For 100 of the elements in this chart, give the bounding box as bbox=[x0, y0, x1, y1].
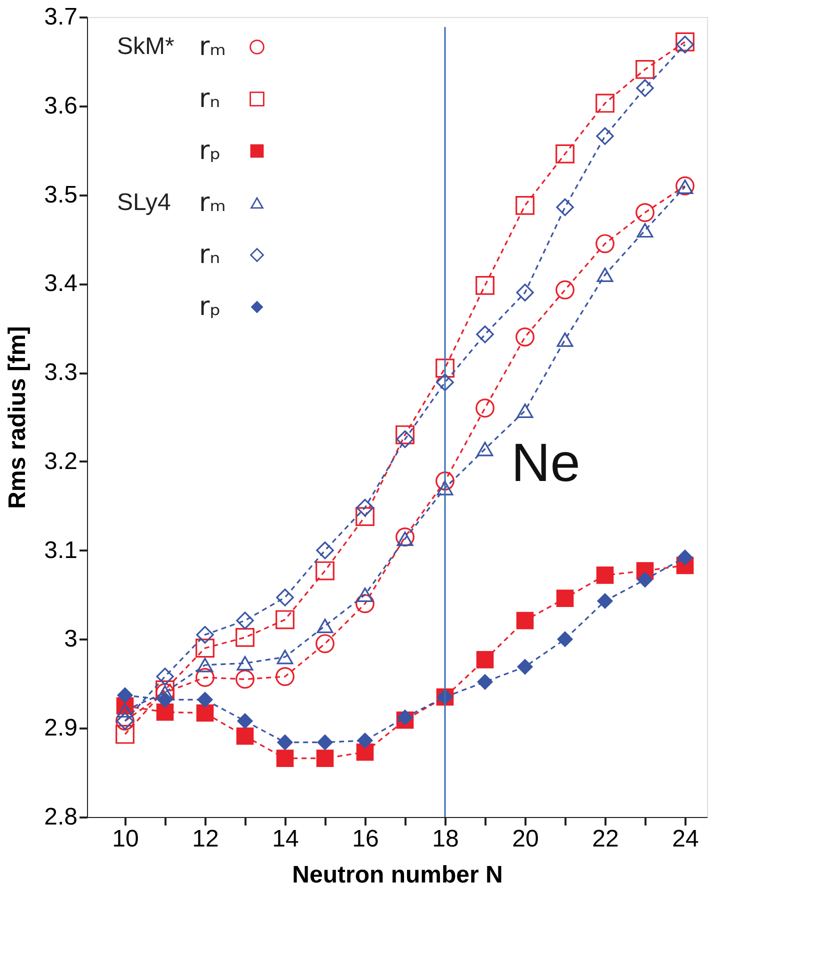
x-tick-label: 18 bbox=[432, 826, 459, 852]
point bbox=[516, 284, 534, 302]
point bbox=[276, 650, 294, 664]
point bbox=[436, 373, 454, 392]
x-tick-label: 24 bbox=[672, 826, 699, 852]
y-tick-label: 2.9 bbox=[44, 714, 78, 742]
legend-label: rₙ bbox=[199, 240, 220, 270]
point bbox=[516, 658, 534, 675]
annotation: Ne bbox=[511, 433, 580, 493]
point bbox=[476, 442, 494, 456]
point bbox=[236, 656, 254, 670]
y-tick-label: 3.5 bbox=[44, 181, 78, 208]
point bbox=[436, 358, 454, 378]
point bbox=[236, 612, 254, 630]
point bbox=[316, 734, 334, 750]
point bbox=[516, 196, 534, 215]
point bbox=[316, 634, 334, 654]
point bbox=[156, 668, 174, 686]
point bbox=[196, 626, 214, 644]
point bbox=[156, 703, 174, 721]
point bbox=[396, 528, 414, 546]
point bbox=[276, 734, 294, 750]
point bbox=[396, 425, 414, 444]
point bbox=[596, 592, 614, 610]
point bbox=[596, 566, 614, 584]
x-tick-label: 14 bbox=[272, 826, 299, 852]
point bbox=[316, 618, 334, 634]
y-tick-label: 3 bbox=[64, 626, 78, 653]
point bbox=[356, 732, 374, 749]
point bbox=[596, 268, 614, 282]
y-tick-label: 3.3 bbox=[44, 359, 78, 386]
point bbox=[236, 727, 254, 745]
annotation: SLy4 bbox=[117, 189, 171, 216]
point bbox=[356, 594, 374, 614]
point bbox=[676, 36, 694, 54]
legend-label: rₙ bbox=[199, 84, 220, 114]
point bbox=[636, 60, 654, 79]
point bbox=[476, 651, 494, 668]
point bbox=[356, 498, 374, 517]
point bbox=[316, 750, 334, 767]
point bbox=[636, 572, 654, 588]
y-tick-label: 2.8 bbox=[44, 804, 78, 830]
legend-label: rₚ bbox=[199, 136, 221, 166]
point bbox=[636, 79, 654, 97]
point bbox=[476, 674, 494, 690]
point bbox=[476, 276, 494, 295]
point bbox=[196, 658, 214, 672]
point bbox=[636, 203, 654, 222]
point bbox=[276, 588, 294, 606]
y-tick-label: 3.6 bbox=[44, 92, 78, 120]
point bbox=[556, 144, 574, 164]
x-tick-label: 10 bbox=[112, 826, 139, 852]
point bbox=[676, 32, 694, 52]
point bbox=[116, 703, 134, 718]
y-axis-title: Rms radius [fm] bbox=[4, 326, 32, 509]
point bbox=[596, 94, 614, 113]
point bbox=[676, 549, 694, 566]
point bbox=[396, 532, 414, 546]
point bbox=[276, 750, 294, 767]
point bbox=[196, 668, 214, 687]
x-tick-label: 20 bbox=[512, 826, 539, 852]
point bbox=[676, 180, 694, 194]
point bbox=[196, 638, 214, 658]
y-tick-label: 3.7 bbox=[44, 4, 78, 30]
point bbox=[356, 743, 374, 761]
point bbox=[236, 712, 254, 730]
point bbox=[276, 667, 294, 686]
y-tick-label: 3.4 bbox=[44, 270, 78, 298]
y-tick-label: 3.1 bbox=[44, 536, 78, 564]
x-tick-label: 12 bbox=[192, 826, 219, 852]
point bbox=[236, 628, 254, 647]
point bbox=[356, 507, 374, 526]
point bbox=[356, 588, 374, 602]
point bbox=[436, 472, 454, 490]
point bbox=[236, 670, 254, 689]
point bbox=[436, 480, 454, 496]
point bbox=[476, 325, 494, 344]
point bbox=[516, 612, 534, 630]
point bbox=[556, 332, 574, 347]
point bbox=[276, 610, 294, 630]
point bbox=[116, 687, 134, 704]
point bbox=[596, 234, 614, 254]
point bbox=[516, 404, 534, 418]
y-tick-label: 3.2 bbox=[44, 448, 78, 475]
point bbox=[556, 280, 574, 300]
point bbox=[196, 692, 214, 708]
point bbox=[396, 709, 414, 726]
point bbox=[476, 398, 494, 418]
point bbox=[196, 704, 214, 722]
x-axis-title: Neutron number N bbox=[292, 862, 503, 888]
point bbox=[116, 724, 134, 744]
point bbox=[596, 127, 614, 145]
legend-label: rₘ bbox=[199, 188, 226, 218]
point bbox=[316, 541, 334, 560]
x-tick-label: 22 bbox=[592, 826, 619, 852]
legend-label: rₚ bbox=[199, 292, 221, 322]
point bbox=[156, 692, 174, 708]
point bbox=[556, 590, 574, 607]
point bbox=[636, 223, 654, 238]
point bbox=[676, 176, 694, 196]
